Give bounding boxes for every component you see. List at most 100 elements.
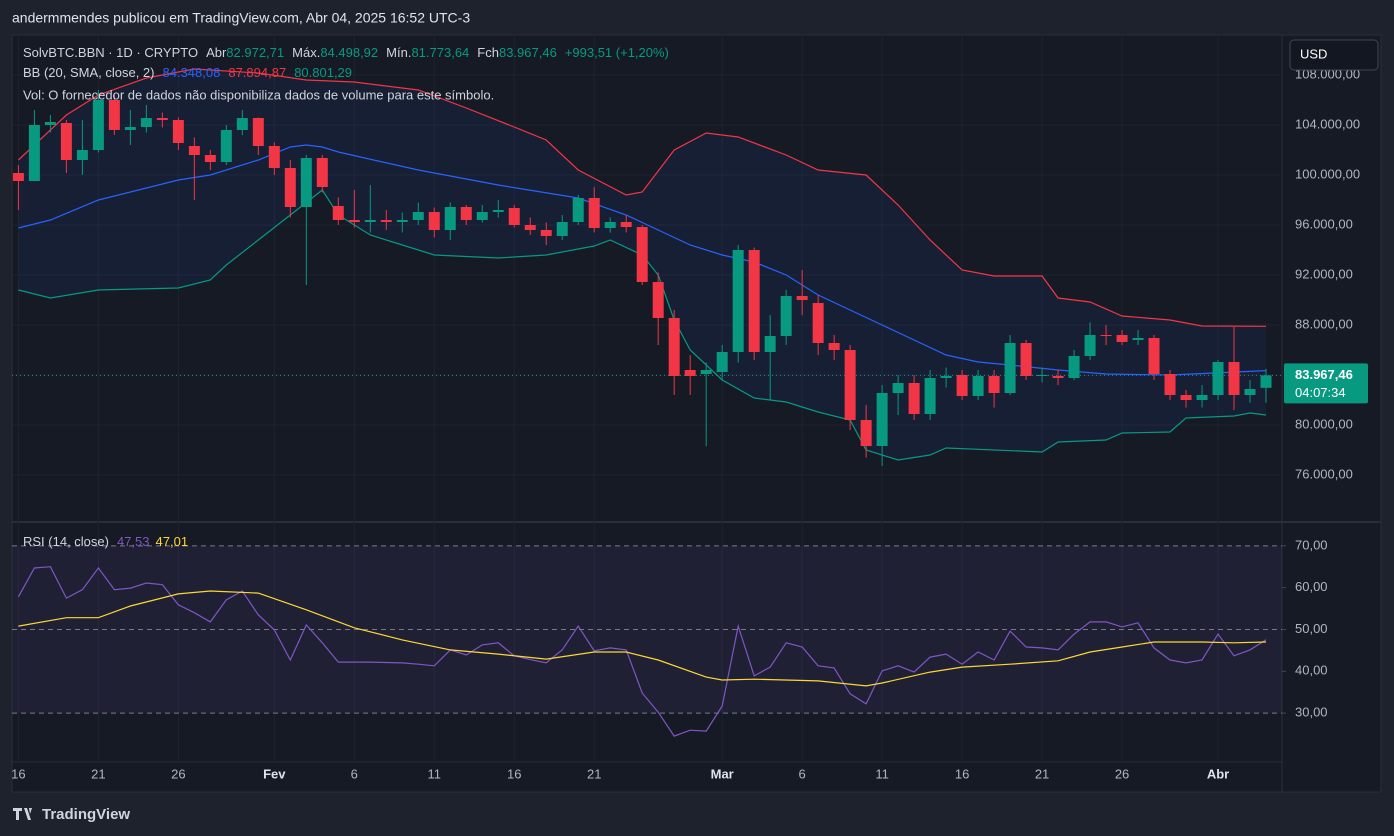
ohlc-value: 81.773,64 xyxy=(411,45,469,60)
x-tick-label: 16 xyxy=(11,766,25,781)
candle-body xyxy=(1052,376,1064,378)
band-line xyxy=(17,68,1267,327)
candle-body xyxy=(604,222,616,228)
candle-body xyxy=(236,118,248,130)
ohlc-label: Máx. xyxy=(292,45,320,60)
rsi-label: RSI (14, close) xyxy=(23,534,109,549)
candle-body xyxy=(252,118,264,146)
candle-body xyxy=(908,383,920,414)
ohlc-label: Fch xyxy=(477,45,499,60)
candle-body xyxy=(44,122,56,125)
candle-body xyxy=(1068,356,1080,378)
candle-body xyxy=(332,206,344,220)
ohlc-value: 82.972,71 xyxy=(226,45,284,60)
candle-body xyxy=(700,370,712,374)
x-tick-label: 26 xyxy=(171,766,185,781)
candle-body xyxy=(716,352,728,372)
candle-body xyxy=(860,420,872,446)
candle-body xyxy=(876,393,888,446)
y-tick-label: 96.000,00 xyxy=(1295,216,1353,231)
candle-body xyxy=(780,296,792,336)
axes: 16 21 26 Fev 6 11 16 21 Mar 6 11 16 21 26 Abr 76.000,00… xyxy=(11,66,1368,781)
candle-body xyxy=(380,220,392,222)
band-line xyxy=(18,189,1267,461)
price-badge xyxy=(1284,363,1368,404)
candle-body xyxy=(60,123,72,160)
x-tick-label: 11 xyxy=(875,766,889,781)
candle-body xyxy=(492,210,504,212)
ohlc-value: 84.498,92 xyxy=(320,45,378,60)
candle-body xyxy=(1100,335,1112,336)
page-title: andermmendes publicou em TradingView.com… xyxy=(12,10,470,26)
ohlc-value: 83.967,46 xyxy=(499,45,557,60)
x-tick-label: 6 xyxy=(351,766,358,781)
plot xyxy=(12,36,1282,762)
ohlc-label: Mín. xyxy=(386,45,411,60)
candle-body xyxy=(396,220,408,222)
candle-body xyxy=(732,250,744,352)
candle-body xyxy=(524,225,536,230)
x-tick-label: 11 xyxy=(428,766,442,781)
rsi-value: 47,53 xyxy=(117,534,150,549)
x-tick-label: Abr xyxy=(1207,766,1229,781)
x-tick-label: 26 xyxy=(1115,766,1129,781)
ohlc-label: Abr xyxy=(206,45,227,60)
currency-button[interactable]: USD xyxy=(1289,39,1379,71)
candle-body xyxy=(508,208,520,225)
legend-bb: BB (20, SMA, close, 2) 84.348,08 87.894,87… xyxy=(23,65,352,80)
candle-body xyxy=(1116,335,1128,342)
candle-body xyxy=(540,230,552,236)
candle-body xyxy=(556,222,568,236)
candle-body xyxy=(940,376,952,378)
candle-body xyxy=(828,343,840,350)
x-tick-label: 21 xyxy=(91,766,105,781)
band-line xyxy=(18,144,1267,376)
candle-body xyxy=(444,207,456,230)
legend-ohlc: SolvBTC.BBN · 1D · CRYPTO Abr82.972,71 Máx… xyxy=(23,45,669,60)
bb-value: 80.801,29 xyxy=(294,65,352,80)
y-tick-label: 100.000,00 xyxy=(1295,166,1360,181)
candle-body xyxy=(300,158,312,207)
candle-body xyxy=(572,198,584,222)
candle-body xyxy=(988,376,1000,393)
logo-icon xyxy=(13,808,32,820)
y-tick-label: 104.000,00 xyxy=(1295,116,1360,131)
candle-body xyxy=(892,383,904,393)
candle-body xyxy=(172,120,184,143)
bb-value: 87.894,87 xyxy=(228,65,286,80)
candle-body xyxy=(924,378,936,414)
candle-body xyxy=(1164,374,1176,395)
candle-body xyxy=(12,173,24,181)
candle-body xyxy=(316,158,328,187)
candle-body xyxy=(108,100,120,130)
candle-body xyxy=(1036,375,1048,376)
candle-body xyxy=(124,127,136,130)
candle-body xyxy=(972,376,984,396)
candle-body xyxy=(1228,362,1240,395)
candle-body xyxy=(1148,338,1160,374)
legend-rsi: RSI (14, close) 47,53 47,01 xyxy=(23,534,188,549)
rsi-ma-value: 47,01 xyxy=(156,534,189,549)
candle-body xyxy=(1260,375,1272,388)
rsi-line xyxy=(17,566,1267,737)
candle-body xyxy=(428,212,440,230)
currency[interactable]: USD xyxy=(1300,46,1327,61)
candle-body xyxy=(284,168,296,207)
bb-label: BB (20, SMA, close, 2) xyxy=(23,65,155,80)
y-tick-label: 50,00 xyxy=(1295,621,1328,636)
brand: TradingView xyxy=(42,806,130,823)
candle-body xyxy=(748,250,760,352)
countdown: 04:07:34 xyxy=(1295,385,1346,400)
price-badge-label: 83.967,46 xyxy=(1295,367,1353,382)
chart-frame xyxy=(11,34,1382,793)
band-fill xyxy=(18,69,1267,460)
y-tick-label: 60,00 xyxy=(1295,579,1328,594)
candle-body xyxy=(588,198,600,228)
candle-body xyxy=(1132,338,1144,340)
currency-box[interactable] xyxy=(1289,39,1379,71)
candle-body xyxy=(796,296,808,300)
y-tick-label: 40,00 xyxy=(1295,663,1328,678)
y-tick-label: 88.000,00 xyxy=(1295,316,1353,331)
